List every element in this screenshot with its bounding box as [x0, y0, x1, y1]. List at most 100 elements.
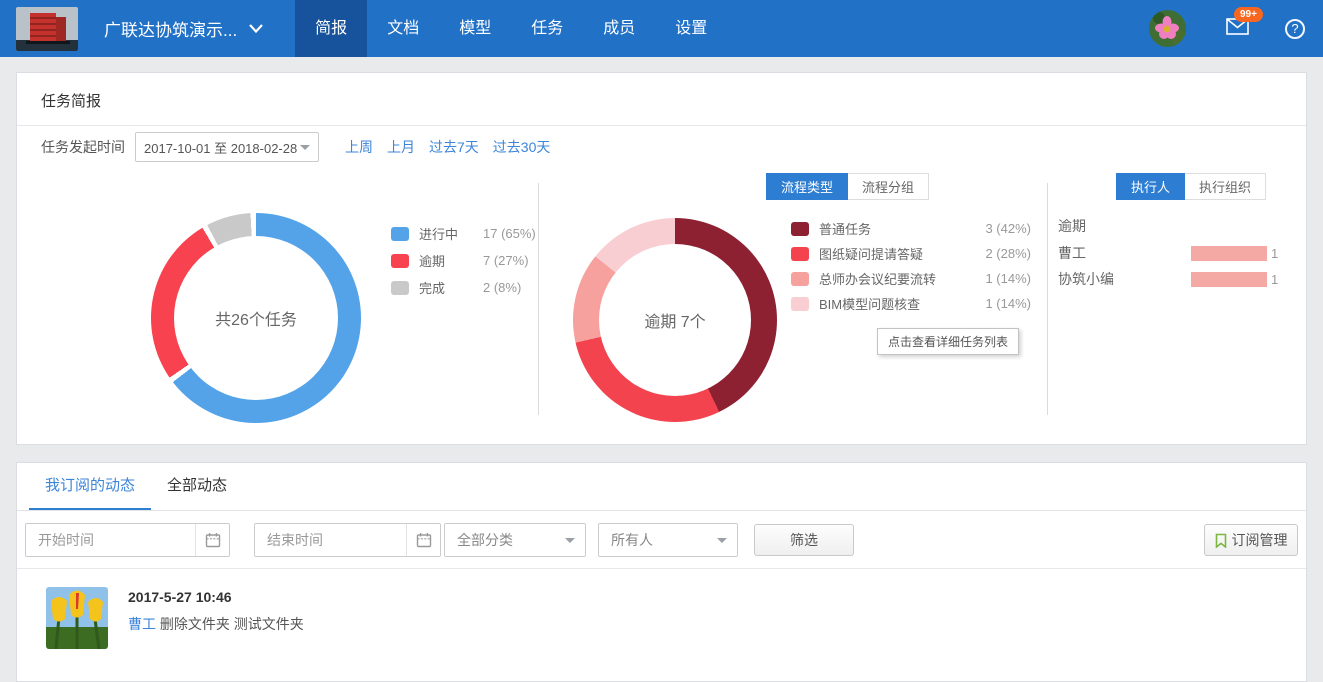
calendar-icon[interactable]: [195, 524, 229, 556]
nav-tab-文档[interactable]: 文档: [387, 20, 420, 37]
nav-tab-任务[interactable]: 任务: [531, 20, 564, 37]
person-select[interactable]: 所有人: [598, 523, 738, 557]
executor-bar-chart: 曹工 1 协筑小编 1: [1058, 240, 1308, 292]
start-time-input[interactable]: 开始时间: [25, 523, 230, 557]
chart-tooltip: 点击查看详细任务列表: [877, 328, 1020, 355]
legend-item[interactable]: 逾期 7 (27%): [391, 247, 536, 274]
bar-label: 曹工: [1058, 245, 1086, 261]
feed-tab-我订阅的动态[interactable]: 我订阅的动态: [29, 463, 152, 510]
nav-tab-模型[interactable]: 模型: [459, 20, 492, 37]
legend-item[interactable]: BIM模型问题核查 1 (14%): [791, 291, 1031, 316]
main-nav: 简报 文档 模型 任务 成员 设置: [295, 0, 727, 57]
overdue-type-donut[interactable]: 逾期 7个: [573, 218, 777, 422]
legend-label: 逾期: [419, 254, 446, 269]
quick-link-过去30天[interactable]: 过去30天: [492, 139, 551, 155]
overdue-type-legend: 普通任务 3 (42%) 图纸疑问提请答疑 2 (28%) 总师办会议纪要流转 1 (14…: [791, 216, 1031, 316]
chevron-down-icon: [300, 144, 310, 150]
feed-item-body: 2017-5-27 10:46 曹工 删除文件夹 测试文件夹: [128, 587, 304, 649]
toggle-执行人[interactable]: 执行人: [1116, 173, 1186, 200]
task-status-donut[interactable]: 共26个任务: [151, 213, 361, 423]
nav-tab-简报[interactable]: 简报: [295, 0, 368, 57]
top-navbar: 广联达协筑演示... 简报 文档 模型 任务 成员 设置: [0, 0, 1323, 57]
bar-row: 曹工 1: [1058, 240, 1308, 266]
legend-swatch: [791, 296, 809, 311]
page-title: 任务简报: [17, 73, 1306, 126]
date-range-select[interactable]: 2017-10-01 至 2018-02-28: [135, 132, 319, 162]
avatar-image: [1149, 10, 1186, 47]
messages-button[interactable]: 99+: [1226, 6, 1263, 40]
subscription-manage-label: 订阅管理: [1231, 532, 1288, 548]
filter-button[interactable]: 筛选: [754, 524, 854, 556]
help-button[interactable]: ?: [1285, 18, 1305, 39]
bar-label: 协筑小编: [1058, 271, 1114, 287]
legend-value: 17 (65%): [483, 226, 536, 241]
chevron-down-icon: [565, 537, 575, 543]
navbar-right: 99+ ?: [1149, 0, 1323, 57]
legend-value: 7 (27%): [483, 253, 529, 268]
bar-value: 1: [1271, 271, 1279, 287]
legend-value: 2 (8%): [483, 280, 522, 295]
user-avatar[interactable]: [1149, 10, 1186, 47]
end-time-input[interactable]: 结束时间: [254, 523, 441, 557]
legend-item[interactable]: 完成 2 (8%): [391, 274, 536, 301]
feed-tab-全部动态[interactable]: 全部动态: [167, 477, 228, 494]
quick-link-上周[interactable]: 上周: [345, 139, 373, 155]
donut-center-label: 逾期 7个: [644, 314, 706, 331]
legend-item[interactable]: 进行中 17 (65%): [391, 220, 536, 247]
legend-value: 1 (14%): [985, 296, 1031, 311]
bar-segment[interactable]: [1191, 271, 1267, 287]
panel-divider: [538, 183, 539, 415]
legend-swatch: [791, 246, 809, 261]
charts-row: 共26个任务 进行中 17 (65%) 逾期 7 (27%) 完成 2 (8%) 流程类型…: [17, 168, 1306, 448]
executor-toggle: 执行人 执行组织: [1116, 173, 1267, 200]
flow-type-toggle: 流程类型 流程分组: [766, 173, 930, 200]
feed-item-timestamp: 2017-5-27 10:46: [128, 589, 232, 605]
start-time-placeholder: 开始时间: [38, 532, 94, 548]
quick-link-过去7天[interactable]: 过去7天: [429, 139, 479, 155]
legend-label: BIM模型问题核查: [819, 297, 921, 312]
legend-label: 进行中: [419, 227, 459, 242]
donut-center-label: 共26个任务: [215, 312, 297, 329]
end-time-placeholder: 结束时间: [267, 532, 323, 548]
activity-feed-card: 我订阅的动态 全部动态 开始时间 结束时间 全部分类 所有人 筛选 订: [16, 462, 1307, 682]
nav-tab-成员[interactable]: 成员: [603, 20, 636, 37]
feed-item-avatar: [46, 587, 108, 649]
legend-item[interactable]: 普通任务 3 (42%): [791, 216, 1031, 241]
project-logo[interactable]: [16, 6, 78, 51]
legend-item[interactable]: 总师办会议纪要流转 1 (14%): [791, 266, 1031, 291]
briefing-filter-row: 任务发起时间 2017-10-01 至 2018-02-28 上周 上月 过去7天过…: [17, 126, 1306, 168]
toggle-流程类型[interactable]: 流程类型: [766, 173, 849, 200]
legend-swatch: [791, 221, 809, 236]
quick-date-links: 上周 上月 过去7天 过去30天: [345, 137, 550, 157]
task-status-legend: 进行中 17 (65%) 逾期 7 (27%) 完成 2 (8%): [391, 220, 536, 301]
toggle-执行组织[interactable]: 执行组织: [1185, 173, 1267, 200]
toggle-流程分组[interactable]: 流程分组: [848, 173, 930, 200]
feed-item-text: 曹工 删除文件夹 测试文件夹: [128, 616, 304, 632]
nav-tab-设置[interactable]: 设置: [675, 20, 708, 37]
bookmark-icon: [1215, 533, 1226, 548]
quick-link-上月[interactable]: 上月: [387, 139, 415, 155]
feed-tabs: 我订阅的动态 全部动态: [17, 463, 1306, 511]
overdue-group-label: 逾期: [1058, 218, 1086, 234]
feed-item-user-link[interactable]: 曹工: [128, 616, 156, 632]
subscription-manage-button[interactable]: 订阅管理: [1204, 524, 1298, 556]
legend-value: 1 (14%): [985, 271, 1031, 286]
bar-segment[interactable]: [1191, 245, 1267, 261]
legend-item[interactable]: 图纸疑问提请答疑 2 (28%): [791, 241, 1031, 266]
category-select[interactable]: 全部分类: [444, 523, 586, 557]
feed-item: 2017-5-27 10:46 曹工 删除文件夹 测试文件夹: [17, 569, 1306, 649]
chevron-down-icon: [717, 537, 727, 543]
chevron-down-icon: [249, 24, 263, 33]
date-filter-label: 任务发起时间: [41, 139, 125, 155]
legend-label: 图纸疑问提请答疑: [819, 247, 924, 262]
calendar-icon[interactable]: [406, 524, 440, 556]
category-value: 全部分类: [457, 532, 513, 548]
legend-swatch: [391, 253, 409, 268]
project-logo-image: [16, 6, 78, 51]
project-switcher[interactable]: 广联达协筑演示...: [104, 16, 263, 41]
project-name: 广联达协筑演示...: [104, 21, 238, 40]
legend-label: 完成: [419, 281, 446, 296]
legend-value: 3 (42%): [985, 221, 1031, 236]
task-briefing-card: 任务简报 任务发起时间 2017-10-01 至 2018-02-28 上周 上月…: [16, 72, 1307, 445]
legend-swatch: [391, 280, 409, 295]
